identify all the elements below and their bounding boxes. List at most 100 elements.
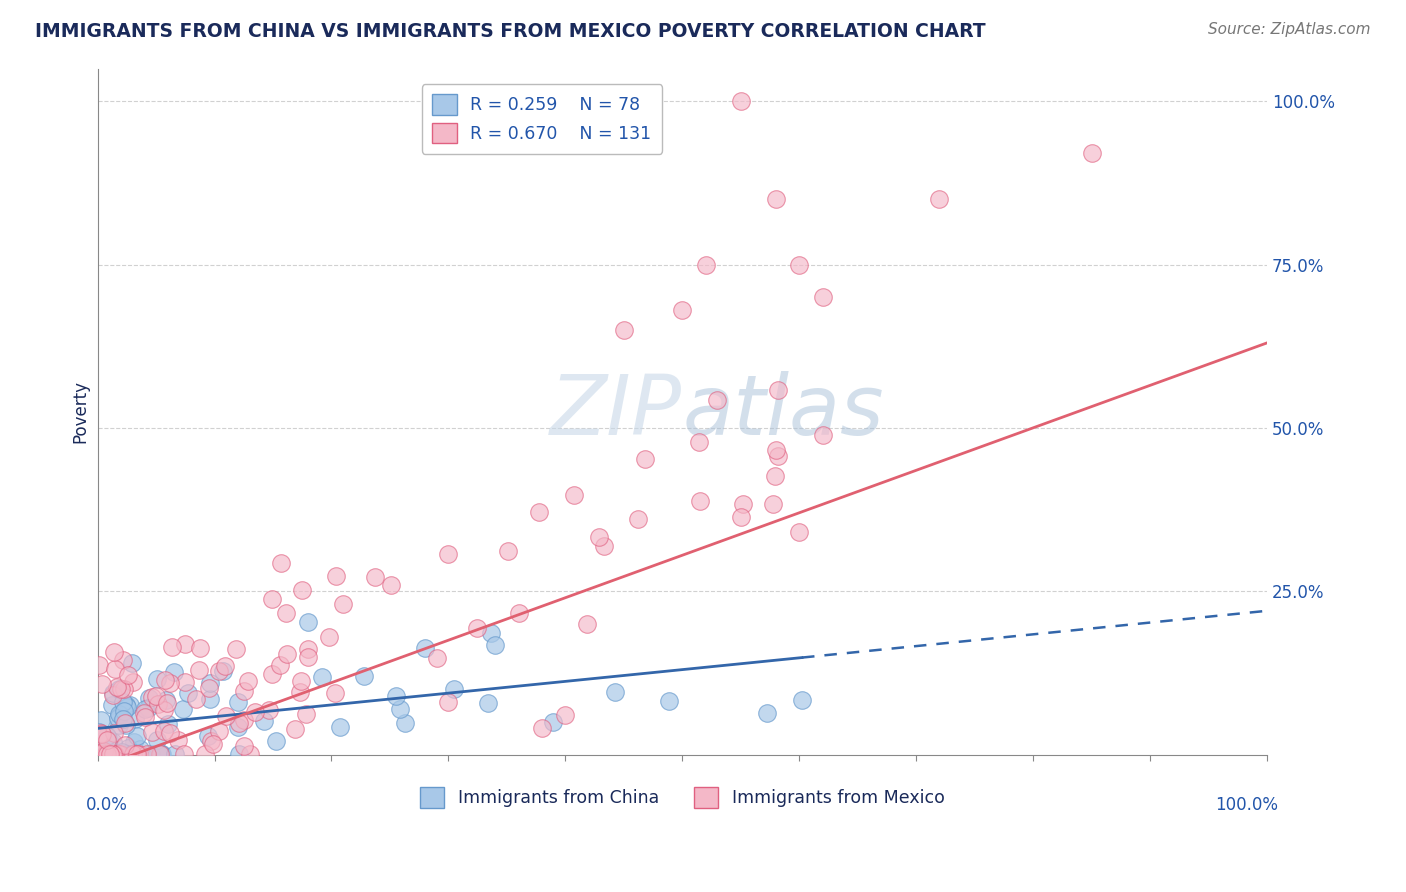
Point [236,673,259,688]
Point [111,653,134,667]
Point [593,539,616,553]
Point [103,686,125,700]
Point [149,747,172,761]
Point [274,607,297,621]
Point [562,488,585,502]
Point [766,383,789,397]
Point [103,689,125,703]
Point [318,630,340,644]
Point [146,747,169,761]
Point [426,651,449,665]
Point [122,735,145,749]
Point [270,556,292,570]
Point [627,512,650,526]
Point [107,711,129,725]
Point [276,647,298,661]
Point [765,469,787,483]
Point [153,723,176,738]
Point [114,747,136,761]
Point [437,695,460,709]
Point [125,747,148,761]
Point [96,729,118,743]
Point [139,747,162,761]
Point [790,693,813,707]
Point [134,709,156,723]
Point [104,662,127,676]
Point [93,738,115,752]
Point [146,698,169,712]
Point [97,732,120,747]
Point [353,669,375,683]
Point [260,592,283,607]
Point [634,452,657,467]
Point [132,706,155,721]
Point [695,258,717,272]
Point [96,733,118,747]
Point [97,747,120,761]
Point [159,676,181,690]
Text: 100.0%: 100.0% [1216,796,1278,814]
Point [114,716,136,731]
Point [91,727,114,741]
Point [103,726,125,740]
Point [228,747,250,761]
Point [156,696,179,710]
Point [706,392,728,407]
Point [157,717,180,731]
Point [174,675,197,690]
Point [152,747,174,761]
Point [197,681,219,695]
Point [658,693,681,707]
Point [264,734,287,748]
Point [141,690,163,704]
Point [188,663,211,677]
Point [166,732,188,747]
Point [188,641,211,656]
Point [928,192,950,206]
Point [787,524,810,539]
Point [98,739,121,753]
Point [118,698,141,713]
Point [101,735,124,749]
Point [207,724,229,739]
Point [134,701,156,715]
Point [295,707,318,722]
Point [479,626,502,640]
Point [291,582,314,597]
Point [125,747,148,761]
Point [688,434,710,449]
Point [605,684,627,698]
Point [297,650,319,665]
Point [101,747,124,761]
Point [733,497,755,511]
Point [118,747,141,761]
Point [762,497,785,511]
Point [233,684,256,698]
Point [163,747,186,761]
Point [155,693,177,707]
Point [114,738,136,752]
Point [443,681,465,696]
Point [117,740,139,755]
Text: ZIP: ZIP [550,371,682,452]
Point [129,742,152,756]
Y-axis label: Poverty: Poverty [72,380,89,443]
Point [215,709,238,723]
Point [103,747,125,761]
Point [90,726,112,740]
Point [811,427,834,442]
Point [108,707,131,722]
Point [613,323,636,337]
Point [297,641,319,656]
Text: 0.0%: 0.0% [86,796,128,814]
Point [239,747,262,761]
Point [389,702,412,716]
Point [465,622,488,636]
Point [530,722,553,736]
Point [117,667,139,681]
Point [290,674,312,689]
Point [384,689,406,703]
Point [787,258,810,272]
Point [135,747,157,761]
Point [108,747,131,761]
